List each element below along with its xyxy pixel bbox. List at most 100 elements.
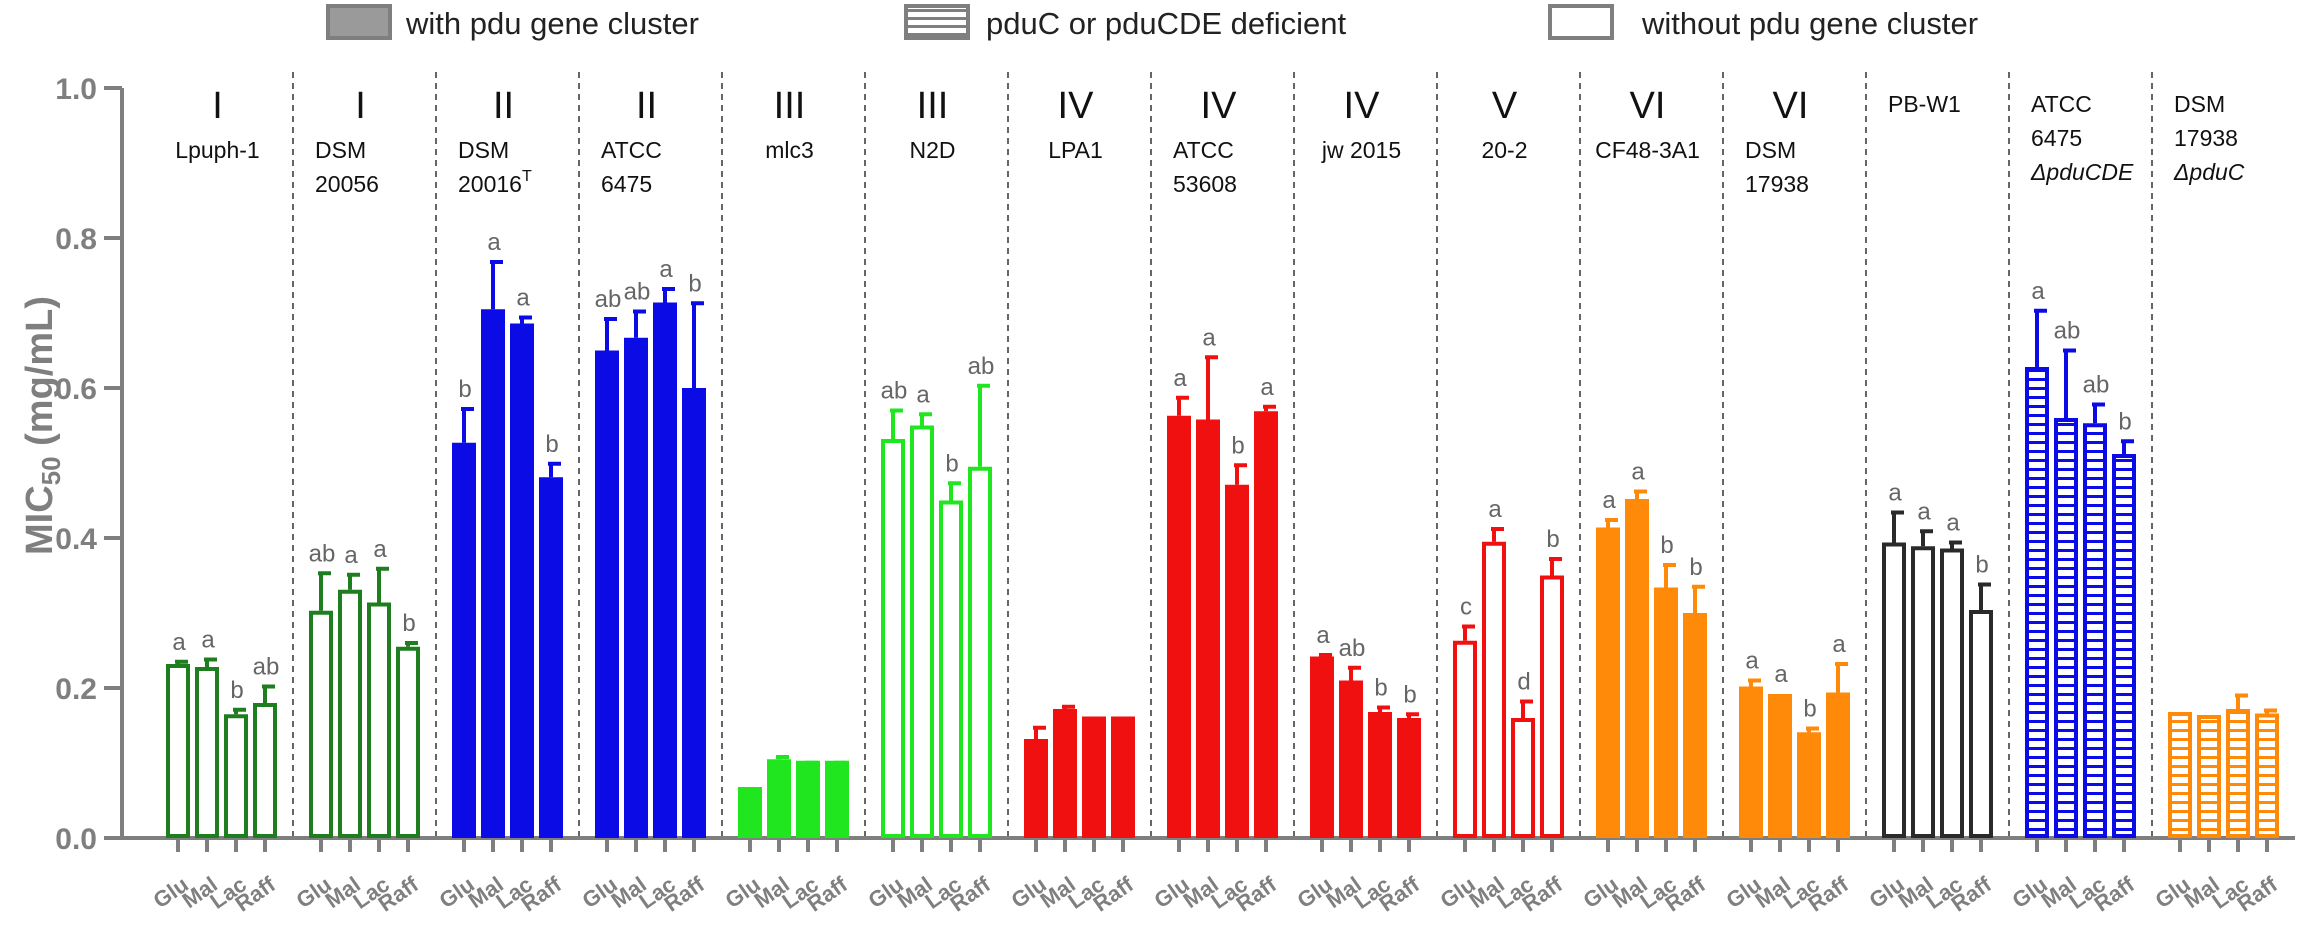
- significance-label: d: [1517, 669, 1530, 696]
- strain-label: 53608: [1173, 171, 1237, 197]
- significance-label: b: [1689, 554, 1702, 581]
- bar: [910, 425, 934, 838]
- significance-label: b: [230, 677, 243, 704]
- bar: [2083, 423, 2107, 838]
- strain-label: ATCC: [1173, 137, 1234, 163]
- strain-label: 6475: [601, 171, 652, 197]
- significance-label: a: [373, 536, 387, 563]
- significance-label: b: [1231, 432, 1244, 459]
- legend-item-open: without pdu gene cluster: [1548, 4, 1978, 41]
- strain-label: 17938: [2174, 125, 2238, 151]
- bar: [1254, 411, 1278, 838]
- strain-label: 17938: [1745, 171, 1809, 197]
- legend: with pdu gene cluster pduC or pduCDE def…: [326, 4, 1978, 41]
- group-label: III: [774, 85, 806, 127]
- bar: [1596, 527, 1620, 838]
- group-label: II: [493, 85, 514, 127]
- bar: [939, 500, 963, 838]
- significance-label: b: [1660, 532, 1673, 559]
- significance-label: b: [1546, 526, 1559, 553]
- bar: [2025, 367, 2049, 838]
- bar: [253, 703, 277, 838]
- bar: [2112, 454, 2136, 838]
- bar: [481, 309, 505, 838]
- bar: [195, 667, 219, 838]
- group-label: III: [917, 85, 949, 127]
- group-label: I: [212, 85, 223, 127]
- strain-label: 20056: [315, 171, 379, 197]
- strain-label: ATCC: [601, 137, 662, 163]
- significance-label: a: [1888, 480, 1902, 507]
- y-tick-label: 0.2: [55, 673, 97, 706]
- bar: [624, 337, 648, 838]
- bar: [2197, 715, 2221, 838]
- significance-label: ab: [253, 654, 280, 681]
- y-tick-label: 0.8: [55, 223, 97, 256]
- bar: [224, 714, 248, 838]
- significance-label: b: [1975, 552, 1988, 579]
- y-tick-label: 0.4: [55, 523, 97, 556]
- significance-label: ab: [595, 286, 622, 313]
- significance-label: a: [1745, 648, 1759, 675]
- bar: [1053, 709, 1077, 838]
- y-axis-label: MIC50 (mg/mL): [19, 296, 66, 555]
- significance-label: ab: [1339, 635, 1366, 662]
- significance-label: a: [1260, 374, 1274, 401]
- group-label: IV: [1201, 85, 1238, 127]
- bar: [338, 589, 362, 838]
- plot-area: 0.00.20.40.60.81.0 ILpuph-1aGluaMalbLacab…: [55, 72, 2295, 917]
- bar: [367, 602, 391, 838]
- y-axis-label-subscript: 50: [36, 456, 66, 485]
- bar: [166, 664, 190, 838]
- significance-label: b: [2118, 408, 2131, 435]
- strain-label: DSM: [458, 137, 509, 163]
- bar: [1797, 732, 1821, 838]
- significance-label: a: [487, 229, 501, 256]
- significance-label: ab: [968, 353, 995, 380]
- significance-label: a: [1602, 487, 1616, 514]
- group-label: V: [1492, 85, 1518, 127]
- bar: [1739, 686, 1763, 838]
- bar: [1625, 499, 1649, 838]
- bar: [1310, 656, 1334, 838]
- strain-label: ΔpduC: [2173, 159, 2245, 185]
- bar: [1540, 575, 1564, 838]
- strain-label: jw 2015: [1321, 137, 1401, 163]
- bar: [309, 610, 333, 838]
- group-label: IV: [1344, 85, 1381, 127]
- bar: [1768, 694, 1792, 838]
- significance-label: a: [172, 629, 186, 656]
- bar: [452, 442, 476, 838]
- bar: [1167, 415, 1191, 838]
- significance-label: a: [1832, 631, 1846, 658]
- strain-label: CF48-3A1: [1595, 137, 1700, 163]
- y-tick-label: 0.6: [55, 373, 97, 406]
- group-label: I: [355, 85, 366, 127]
- strain-label: PB-W1: [1888, 91, 1961, 117]
- strain-label: DSM: [2174, 91, 2225, 117]
- legend-swatch-open: [1548, 4, 1614, 40]
- bar: [653, 302, 677, 838]
- bar: [1111, 716, 1135, 838]
- bar: [1196, 419, 1220, 838]
- group-label: IV: [1058, 85, 1095, 127]
- bar: [2168, 712, 2192, 838]
- legend-label-hatched: pduC or pduCDE deficient: [986, 6, 1347, 41]
- legend-label-filled: with pdu gene cluster: [405, 6, 699, 41]
- significance-label: a: [516, 285, 530, 312]
- bar: [1969, 610, 1993, 838]
- legend-item-filled: with pdu gene cluster: [326, 4, 699, 41]
- bar: [2255, 713, 2279, 838]
- bar: [2054, 418, 2078, 838]
- significance-label: a: [1316, 622, 1330, 649]
- strain-label: 6475: [2031, 125, 2082, 151]
